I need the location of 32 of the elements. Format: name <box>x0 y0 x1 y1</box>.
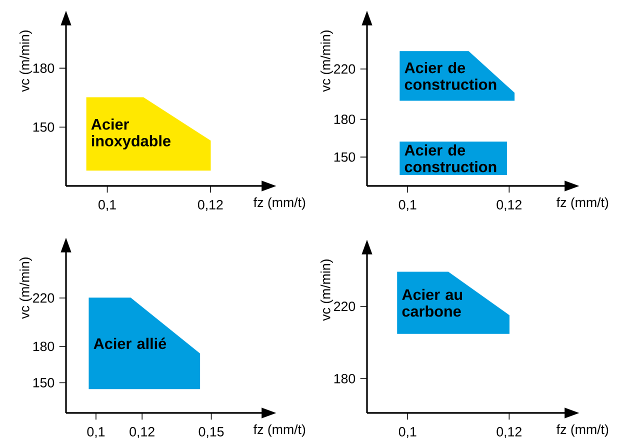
y-tick-label: 150 <box>33 122 54 132</box>
x-tick-label: 0,1 <box>398 427 416 438</box>
series-label: Acier au carbone <box>402 288 462 317</box>
x-axis-title: fz (mm/t) <box>556 197 608 210</box>
x-tick-label: 0,12 <box>496 200 522 212</box>
y-tick-label: 220 <box>334 302 356 312</box>
x-tick-label: 0,1 <box>87 427 105 438</box>
y-axis-title: vc (m/min) <box>320 260 333 321</box>
y-tick-label: 220 <box>33 293 54 303</box>
y-tick-label: 180 <box>33 342 54 352</box>
x-tick-label: 0,12 <box>130 427 154 438</box>
y-tick-label: 220 <box>334 64 356 74</box>
x-tick-label: 0,15 <box>198 427 224 438</box>
series-label: Acier de construction <box>404 62 496 90</box>
y-tick-label: 180 <box>33 63 54 73</box>
x-tick-label: 0,1 <box>98 200 116 212</box>
x-axis-title: fz (mm/t) <box>254 197 306 210</box>
x-axis-title: fz (mm/t) <box>254 424 306 437</box>
series-label: Acier inoxydable <box>91 118 170 150</box>
y-tick-label: 180 <box>334 374 356 384</box>
series-label: Acier allié <box>94 338 166 350</box>
y-tick-label: 180 <box>334 114 356 124</box>
y-tick-label: 150 <box>334 152 356 162</box>
x-tick-label: 0,12 <box>198 200 223 212</box>
x-axis-title: fz (mm/t) <box>556 424 608 437</box>
y-axis-title: vc (m/min) <box>320 30 333 92</box>
y-tick-label: 150 <box>33 378 54 388</box>
x-tick-label: 0,1 <box>398 200 416 212</box>
y-axis-title: vc (m/min) <box>20 258 32 319</box>
x-tick-label: 0,12 <box>496 427 522 438</box>
y-axis-title: vc (m/min) <box>20 30 32 92</box>
text: Acier de construction <box>404 144 496 172</box>
